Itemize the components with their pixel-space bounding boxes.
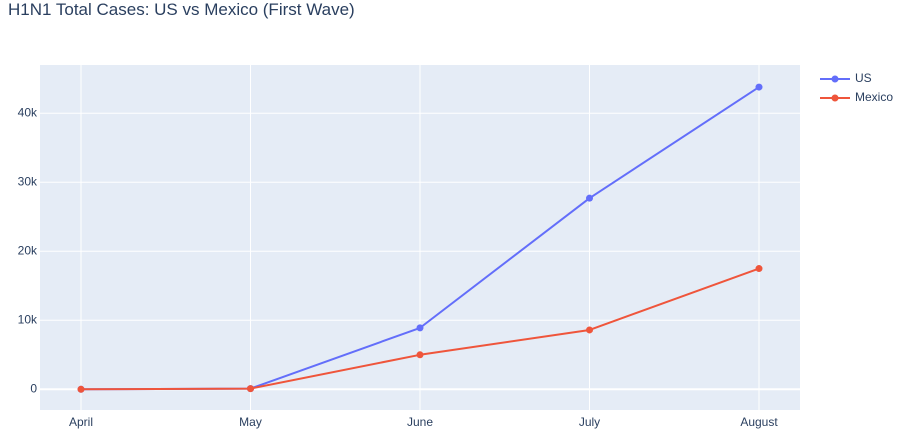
x-tick-label: May — [239, 415, 262, 429]
legend-label: Mexico — [855, 90, 893, 104]
x-tick-label: August — [740, 415, 778, 429]
chart-title: H1N1 Total Cases: US vs Mexico (First Wa… — [8, 0, 355, 19]
y-tick-label: 40k — [18, 105, 38, 119]
legend-swatch-marker — [831, 75, 839, 83]
data-point-mexico — [77, 385, 85, 393]
legend-item-mexico[interactable]: Mexico — [820, 90, 893, 104]
data-point-us — [586, 194, 593, 202]
data-point-us — [416, 324, 424, 332]
legend-label: US — [855, 71, 872, 85]
data-point-mexico — [416, 351, 424, 359]
gridlines — [40, 65, 800, 410]
axis-labels: April May June July August 0 10k 20k 30k 40k — [18, 105, 779, 429]
data-point-mexico — [586, 326, 593, 334]
data-point-mexico — [755, 265, 763, 273]
y-tick-label: 30k — [18, 174, 38, 188]
legend-item-us[interactable]: US — [820, 71, 872, 85]
y-tick-label: 0 — [30, 381, 37, 395]
y-tick-label: 20k — [18, 243, 38, 257]
data-point-mexico — [247, 385, 254, 393]
x-tick-label: June — [407, 415, 433, 429]
data-point-us — [755, 83, 763, 91]
x-tick-label: July — [579, 415, 600, 429]
y-tick-label: 10k — [18, 312, 38, 326]
legend[interactable]: US Mexico — [820, 71, 893, 104]
legend-swatch-marker — [831, 94, 839, 102]
x-tick-label: April — [69, 415, 93, 429]
series-layer — [77, 83, 763, 393]
